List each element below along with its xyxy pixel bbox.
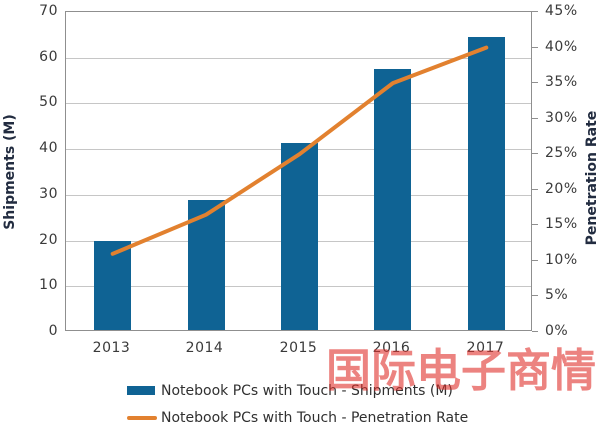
right-tick-mark bbox=[532, 118, 538, 119]
x-axis-label-2016: 2016 bbox=[372, 340, 411, 356]
right-tick-mark bbox=[532, 260, 538, 261]
x-axis-label-2015: 2015 bbox=[279, 340, 318, 356]
right-tick-mark bbox=[532, 295, 538, 296]
left-tick-label: 10 bbox=[39, 277, 58, 294]
right-tick-label: 0% bbox=[545, 323, 569, 339]
left-tick-label: 70 bbox=[39, 3, 58, 19]
legend: Notebook PCs with Touch - Shipments (M) N… bbox=[127, 377, 468, 431]
bar-swatch-icon bbox=[127, 386, 155, 395]
x-axis-label-2014: 2014 bbox=[185, 340, 224, 356]
plot-area bbox=[65, 11, 532, 331]
bar-2015 bbox=[281, 143, 318, 330]
line-swatch-icon bbox=[127, 415, 157, 420]
legend-item-penetration: Notebook PCs with Touch - Penetration Ra… bbox=[127, 404, 468, 431]
right-tick-mark bbox=[532, 153, 538, 154]
right-tick-label: 35% bbox=[545, 74, 578, 91]
right-tick-label: 10% bbox=[545, 251, 578, 268]
right-tick-label: 40% bbox=[545, 38, 578, 55]
right-axis-title: Penetration Rate bbox=[584, 110, 600, 246]
left-tick-label: 30 bbox=[39, 185, 58, 202]
x-axis-label-2013: 2013 bbox=[92, 340, 131, 356]
left-tick-label: 0 bbox=[48, 323, 58, 339]
bar-2013 bbox=[94, 241, 131, 330]
right-tick-mark bbox=[532, 47, 538, 48]
gridline bbox=[66, 103, 531, 104]
right-tick-label: 25% bbox=[545, 145, 578, 162]
right-tick-label: 30% bbox=[545, 109, 578, 126]
left-tick-label: 20 bbox=[39, 231, 58, 248]
right-tick-label: 5% bbox=[545, 287, 569, 304]
right-tick-label: 20% bbox=[545, 180, 578, 197]
right-tick-mark bbox=[532, 82, 538, 83]
right-tick-mark bbox=[532, 11, 538, 12]
right-tick-mark bbox=[532, 224, 538, 225]
legend-item-shipments: Notebook PCs with Touch - Shipments (M) bbox=[127, 377, 468, 404]
left-tick-label: 40 bbox=[39, 140, 58, 157]
bar-2017 bbox=[468, 37, 505, 330]
right-tick-label: 15% bbox=[545, 216, 578, 233]
x-axis-label-2017: 2017 bbox=[466, 340, 505, 356]
penetration-rate-line bbox=[110, 45, 489, 256]
right-tick-mark bbox=[532, 331, 538, 332]
legend-label: Notebook PCs with Touch - Shipments (M) bbox=[161, 382, 453, 399]
legend-label: Notebook PCs with Touch - Penetration Ra… bbox=[161, 409, 469, 426]
right-tick-label: 45% bbox=[545, 3, 578, 19]
gridline bbox=[66, 58, 531, 59]
left-tick-label: 50 bbox=[39, 94, 58, 111]
bar-2016 bbox=[374, 69, 411, 330]
penetration-line-layer bbox=[110, 45, 489, 256]
left-tick-label: 60 bbox=[39, 48, 58, 65]
right-tick-mark bbox=[532, 189, 538, 190]
